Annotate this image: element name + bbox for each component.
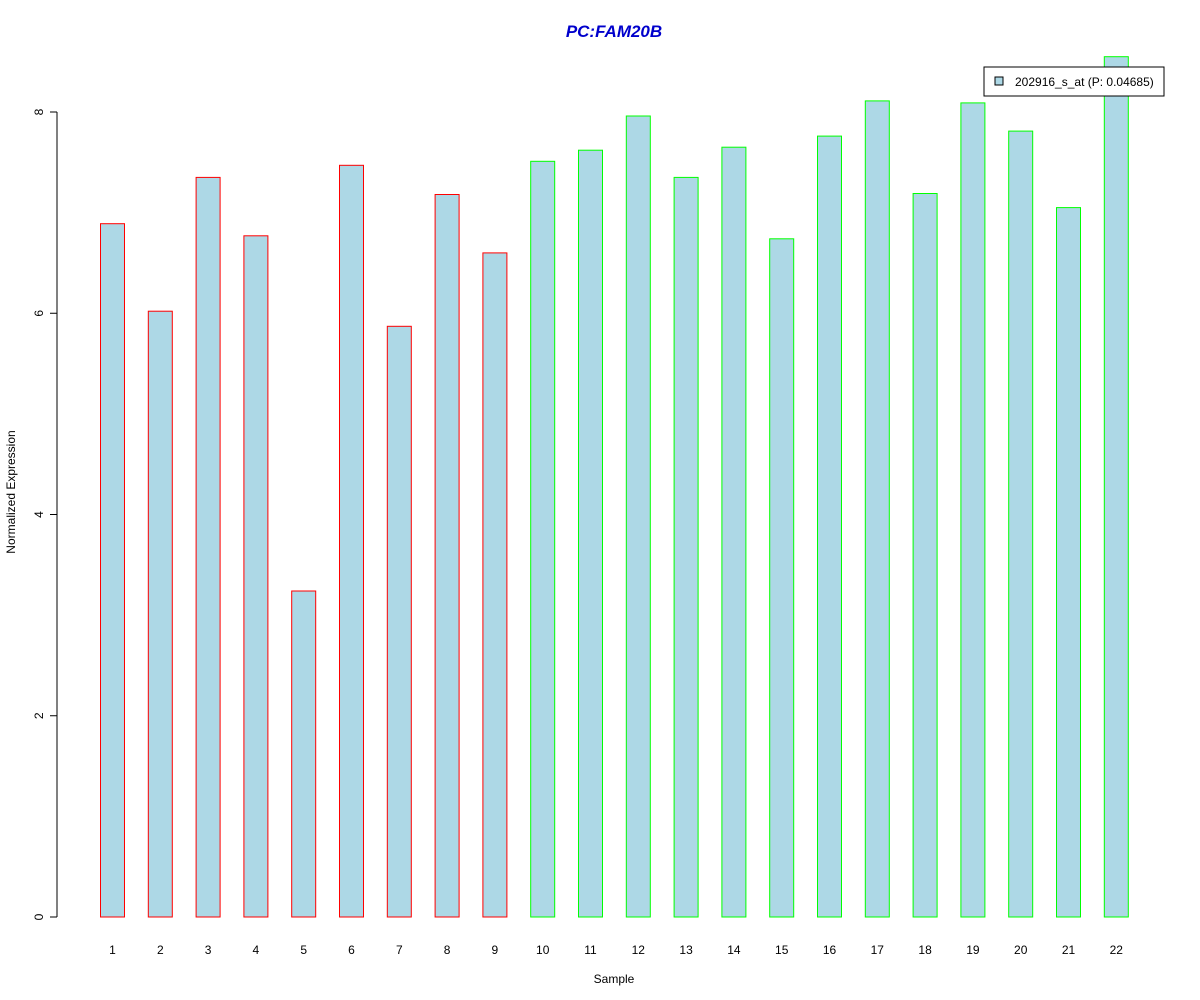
x-tick-label: 19 — [966, 943, 980, 957]
bar-sample-10 — [530, 160, 556, 918]
x-tick-label: 8 — [444, 943, 451, 957]
bar-sample-18 — [912, 193, 938, 918]
bar-sample-14 — [721, 146, 747, 918]
x-tick-label: 7 — [396, 943, 403, 957]
legend-box — [983, 66, 1165, 97]
x-tick-label: 21 — [1062, 943, 1076, 957]
y-tick-label: 8 — [32, 108, 46, 115]
x-axis-label: Sample — [594, 972, 635, 986]
bar-sample-5 — [291, 590, 317, 918]
x-tick-labels: 1 2 3 4 5 6 7 8 9 10 11 12 13 14 15 16 17 18 19 20 21 22 — [109, 943, 1123, 957]
bar-sample-1 — [100, 223, 125, 918]
x-tick-label: 17 — [871, 943, 885, 957]
legend-label: 202916_s_at (P: 0.04685) — [1015, 75, 1154, 89]
bar-sample-21 — [1056, 207, 1081, 918]
x-tick-label: 5 — [300, 943, 307, 957]
y-tick-label: 0 — [32, 913, 46, 920]
bar-sample-4 — [243, 235, 269, 918]
x-tick-label: 1 — [109, 943, 116, 957]
x-tick-label: 10 — [536, 943, 550, 957]
x-tick-label: 12 — [632, 943, 646, 957]
bar-sample-11 — [578, 149, 603, 918]
bar-sample-17 — [864, 100, 890, 918]
x-tick-label: 18 — [918, 943, 932, 957]
chart-title: PC:FAM20B — [566, 22, 662, 41]
x-tick-label: 2 — [157, 943, 164, 957]
bar-sample-22 — [1103, 56, 1129, 918]
x-tick-label: 14 — [727, 943, 741, 957]
bar-sample-15 — [769, 238, 795, 918]
y-tick-label: 6 — [32, 310, 46, 317]
bar-sample-2 — [147, 310, 173, 918]
y-axis: 0 2 4 6 8 — [32, 108, 58, 920]
x-tick-label: 15 — [775, 943, 789, 957]
bar-sample-9 — [482, 252, 508, 918]
bar-sample-16 — [817, 135, 842, 918]
y-tick-label: 2 — [32, 712, 46, 719]
x-tick-label: 4 — [253, 943, 260, 957]
bar-sample-12 — [625, 115, 651, 918]
bars-group — [100, 56, 1129, 918]
bar-sample-6 — [339, 164, 364, 918]
x-tick-label: 13 — [679, 943, 693, 957]
x-tick-label: 6 — [348, 943, 355, 957]
x-tick-label: 20 — [1014, 943, 1028, 957]
bar-sample-13 — [673, 176, 699, 918]
x-tick-label: 11 — [584, 943, 597, 957]
legend-swatch — [994, 76, 1004, 86]
y-axis-label: Normalized Expression — [4, 430, 18, 553]
x-tick-label: 22 — [1110, 943, 1124, 957]
bar-sample-7 — [386, 325, 412, 918]
bar-sample-19 — [960, 102, 986, 918]
legend: 202916_s_at (P: 0.04685) — [983, 66, 1165, 97]
x-tick-label: 16 — [823, 943, 837, 957]
bar-sample-20 — [1008, 130, 1034, 918]
bar-sample-8 — [434, 194, 460, 918]
bar-sample-3 — [195, 176, 221, 918]
x-tick-label: 9 — [492, 943, 499, 957]
x-tick-label: 3 — [205, 943, 212, 957]
y-tick-label: 4 — [32, 511, 46, 518]
